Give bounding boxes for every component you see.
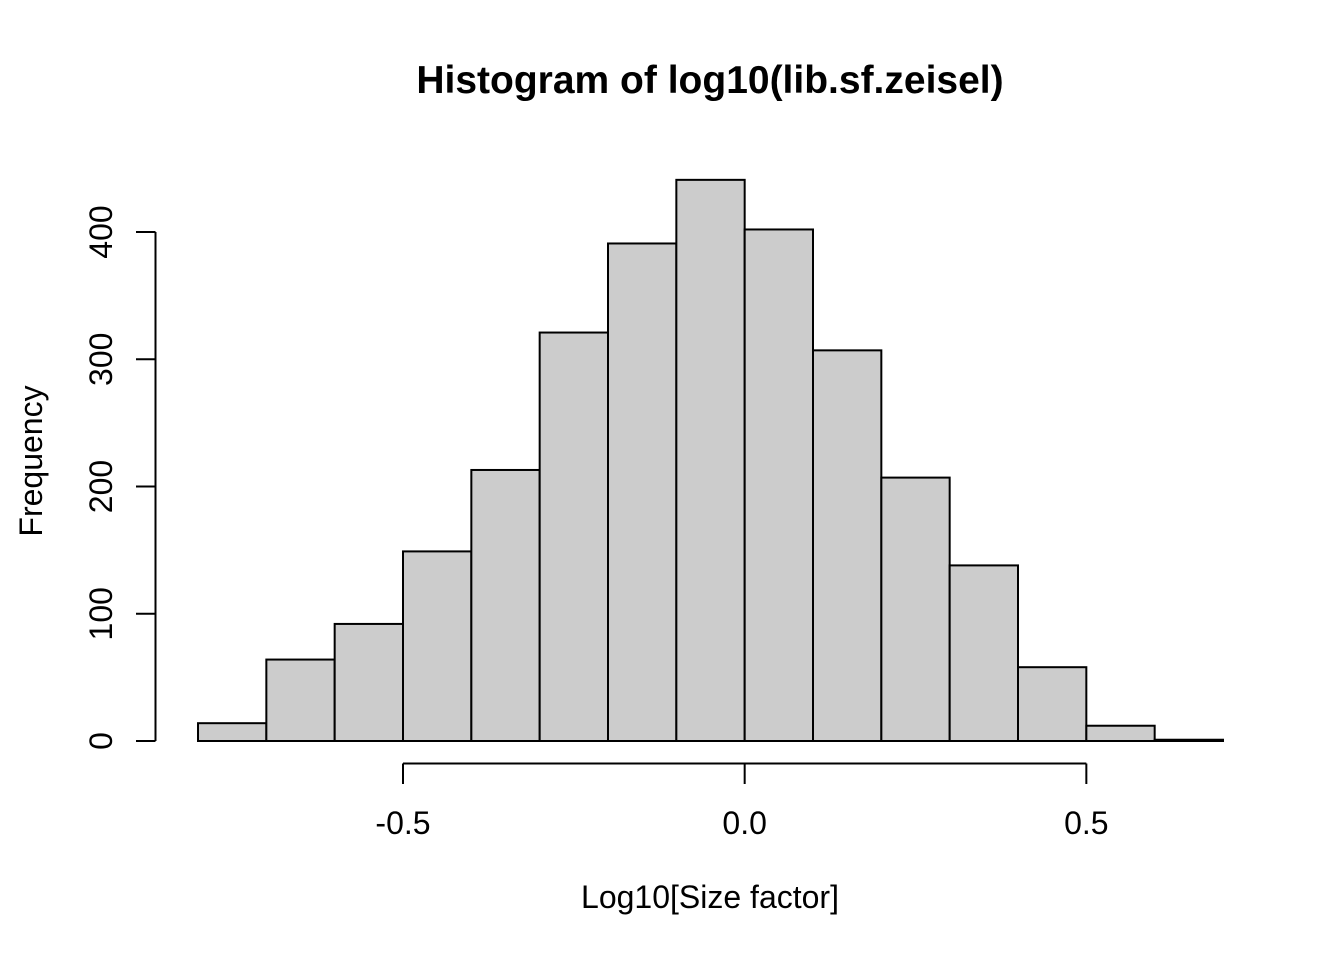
plot-layer: 0 100 200 300 400 -0.5 0.0 0.5 [83,178,1225,841]
histogram-bar [1153,738,1225,742]
chart-title: Histogram of log10(lib.sf.zeisel) [416,59,1003,102]
histogram-bar [470,468,541,742]
histogram-bar [743,228,814,742]
histogram-bar [538,331,609,742]
histogram-bar [812,349,883,742]
histogram-bar [1085,724,1156,742]
x-tick-label: -0.5 [375,805,430,841]
histogram-bar [948,564,1019,743]
y-tick-label: 0 [83,732,119,750]
x-tick-label: 0.5 [1064,805,1108,841]
histogram-bar [197,722,268,743]
histogram-bar [607,242,678,742]
y-tick-label: 200 [83,460,119,513]
histogram-bar [1017,666,1088,743]
y-axis-label: Frequency [13,385,49,536]
histogram-bar [265,658,336,742]
histogram-bar [675,178,746,743]
y-tick-label: 300 [83,333,119,386]
x-tick-label: 0.0 [722,805,766,841]
histogram-bar [333,622,405,742]
histogram-bar [880,476,951,742]
y-tick-label: 100 [83,587,119,640]
x-axis-label: Log10[Size factor] [581,879,839,915]
y-tick-label: 400 [83,205,119,258]
histogram-bar [402,550,473,743]
